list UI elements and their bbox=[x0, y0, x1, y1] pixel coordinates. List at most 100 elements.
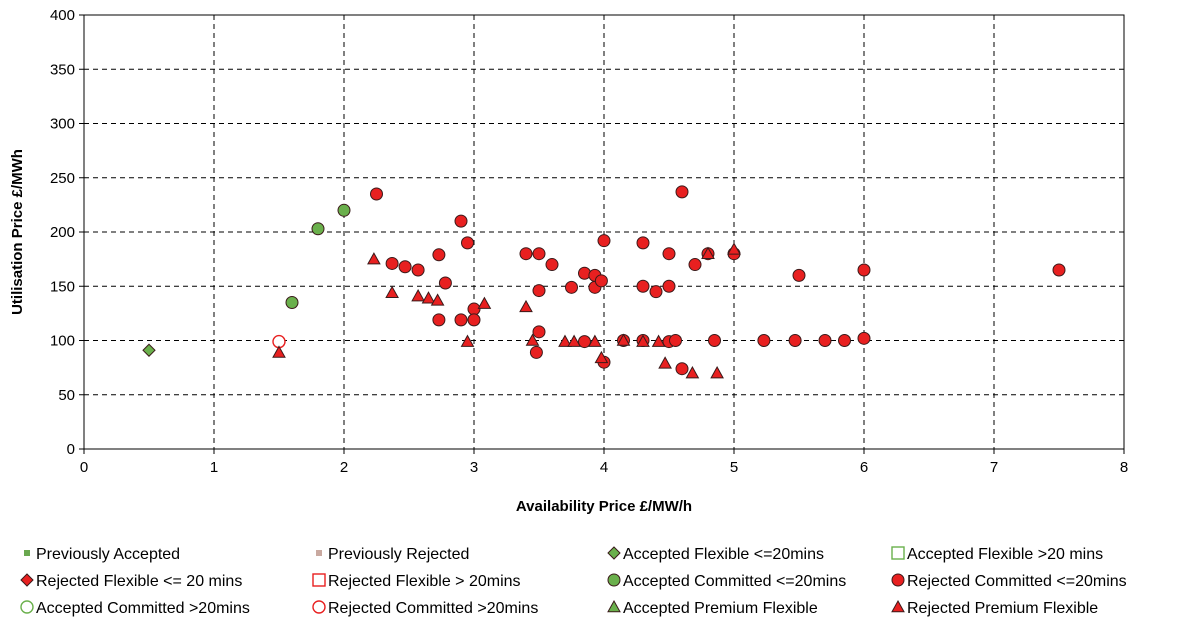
legend-marker bbox=[607, 599, 621, 613]
legend-label: Accepted Committed <=20mins bbox=[623, 573, 846, 590]
data-point-circle bbox=[411, 263, 425, 277]
data-point-triangle bbox=[658, 356, 672, 369]
data-point-triangle bbox=[525, 333, 540, 346]
y-tick-label: 350 bbox=[50, 61, 75, 78]
legend-marker bbox=[312, 600, 326, 614]
data-point-circle bbox=[432, 313, 446, 327]
data-point-circle bbox=[757, 334, 771, 347]
data-point-triangle bbox=[636, 334, 650, 347]
data-point-circle bbox=[467, 313, 481, 327]
data-point-circle bbox=[438, 276, 452, 290]
legend-label: Previously Accepted bbox=[36, 546, 180, 563]
data-point-circle bbox=[675, 362, 689, 376]
x-tick-label: 7 bbox=[990, 459, 998, 476]
tick-labels: 0 1 2 3 4 5 6 7 8 0 50 100 150 200 250 300 350 400 bbox=[50, 7, 1128, 476]
data-point-triangle bbox=[616, 333, 631, 346]
gridlines bbox=[79, 14, 1125, 454]
legend-marker bbox=[20, 600, 34, 614]
data-point-circle bbox=[461, 236, 474, 250]
x-tick-label: 1 bbox=[210, 459, 218, 476]
y-tick-label: 400 bbox=[50, 7, 75, 24]
data-point-circle bbox=[337, 203, 351, 217]
data-point-circle bbox=[597, 234, 611, 248]
x-tick-label: 4 bbox=[600, 459, 608, 476]
data-point-circle bbox=[578, 266, 591, 280]
y-tick-label: 50 bbox=[58, 387, 75, 404]
legend-marker bbox=[607, 546, 621, 560]
data-point-triangle bbox=[567, 334, 581, 347]
data-point-circle bbox=[594, 274, 608, 288]
data-point-circle bbox=[649, 285, 663, 299]
x-tick-label: 3 bbox=[470, 459, 478, 476]
x-tick-label: 6 bbox=[860, 459, 868, 476]
data-point-circle bbox=[532, 325, 546, 339]
data-point-triangle bbox=[367, 252, 381, 265]
data-point-circle bbox=[529, 345, 543, 359]
y-tick-label: 200 bbox=[50, 224, 75, 241]
x-tick-label: 5 bbox=[730, 459, 738, 476]
data-point-circle bbox=[662, 279, 676, 293]
y-axis-title: Utilisation Price £/MWh bbox=[9, 149, 26, 315]
data-point-circle bbox=[467, 302, 481, 316]
data-point-circle bbox=[662, 247, 676, 261]
x-tick-label: 2 bbox=[340, 459, 348, 476]
legend: Previously Accepted Previously Rejected Ac… bbox=[20, 546, 1127, 617]
data-point-circle bbox=[636, 236, 650, 250]
legend-marker bbox=[24, 550, 30, 556]
data-point-circle bbox=[708, 334, 721, 347]
data-point-circle bbox=[675, 185, 689, 199]
data-point-circle bbox=[398, 260, 412, 274]
legend-marker bbox=[20, 573, 34, 587]
data-point-triangle bbox=[460, 334, 475, 347]
x-axis-title: Availability Price £/MW/h bbox=[516, 498, 692, 515]
data-point-triangle bbox=[685, 366, 700, 379]
legend-marker bbox=[316, 550, 322, 556]
data-point-circle bbox=[519, 247, 533, 261]
legend-label: Previously Rejected bbox=[328, 546, 469, 563]
data-point-circle bbox=[285, 296, 299, 310]
legend-label: Rejected Flexible > 20mins bbox=[328, 573, 521, 590]
y-tick-label: 100 bbox=[50, 333, 75, 350]
data-point-circle bbox=[311, 222, 325, 236]
data-point-circle bbox=[532, 247, 546, 261]
legend-label: Accepted Flexible <=20mins bbox=[623, 546, 824, 563]
data-point-circle bbox=[636, 279, 650, 293]
data-points bbox=[142, 185, 1066, 379]
legend-marker bbox=[891, 573, 905, 587]
data-point-triangle bbox=[430, 293, 445, 306]
y-tick-label: 150 bbox=[50, 278, 75, 295]
data-point-circle bbox=[454, 214, 468, 228]
data-point-circle bbox=[857, 331, 871, 345]
data-point-circle bbox=[788, 334, 802, 347]
data-point-diamond bbox=[142, 343, 156, 357]
legend-label: Accepted Committed >20mins bbox=[36, 600, 250, 617]
data-point-triangle bbox=[558, 334, 572, 347]
data-point-triangle bbox=[651, 334, 666, 347]
data-point-circle bbox=[792, 268, 806, 282]
legend-marker bbox=[891, 599, 905, 613]
legend-label: Rejected Premium Flexible bbox=[907, 600, 1098, 617]
data-point-triangle bbox=[477, 296, 492, 309]
x-tick-label: 0 bbox=[80, 459, 88, 476]
legend-label: Accepted Flexible >20 mins bbox=[907, 546, 1103, 563]
legend-label: Rejected Flexible <= 20 mins bbox=[36, 573, 242, 590]
data-point-triangle bbox=[411, 288, 425, 302]
legend-label: Rejected Committed >20mins bbox=[328, 600, 538, 617]
data-point-circle bbox=[857, 263, 871, 277]
legend-marker bbox=[312, 573, 326, 587]
data-point-triangle bbox=[710, 366, 724, 379]
data-point-circle bbox=[454, 313, 468, 327]
y-tick-label: 300 bbox=[50, 116, 75, 133]
legend-label: Accepted Premium Flexible bbox=[623, 600, 818, 617]
data-point-triangle bbox=[701, 246, 715, 259]
data-point-circle bbox=[565, 280, 578, 294]
data-point-circle bbox=[1052, 263, 1066, 277]
data-point-triangle bbox=[588, 334, 602, 347]
data-point-circle bbox=[432, 248, 446, 262]
data-point-circle bbox=[545, 258, 559, 272]
data-point-circle bbox=[578, 335, 591, 349]
data-point-triangle bbox=[519, 299, 533, 313]
data-point-circle bbox=[669, 334, 682, 347]
x-tick-label: 8 bbox=[1120, 459, 1128, 476]
